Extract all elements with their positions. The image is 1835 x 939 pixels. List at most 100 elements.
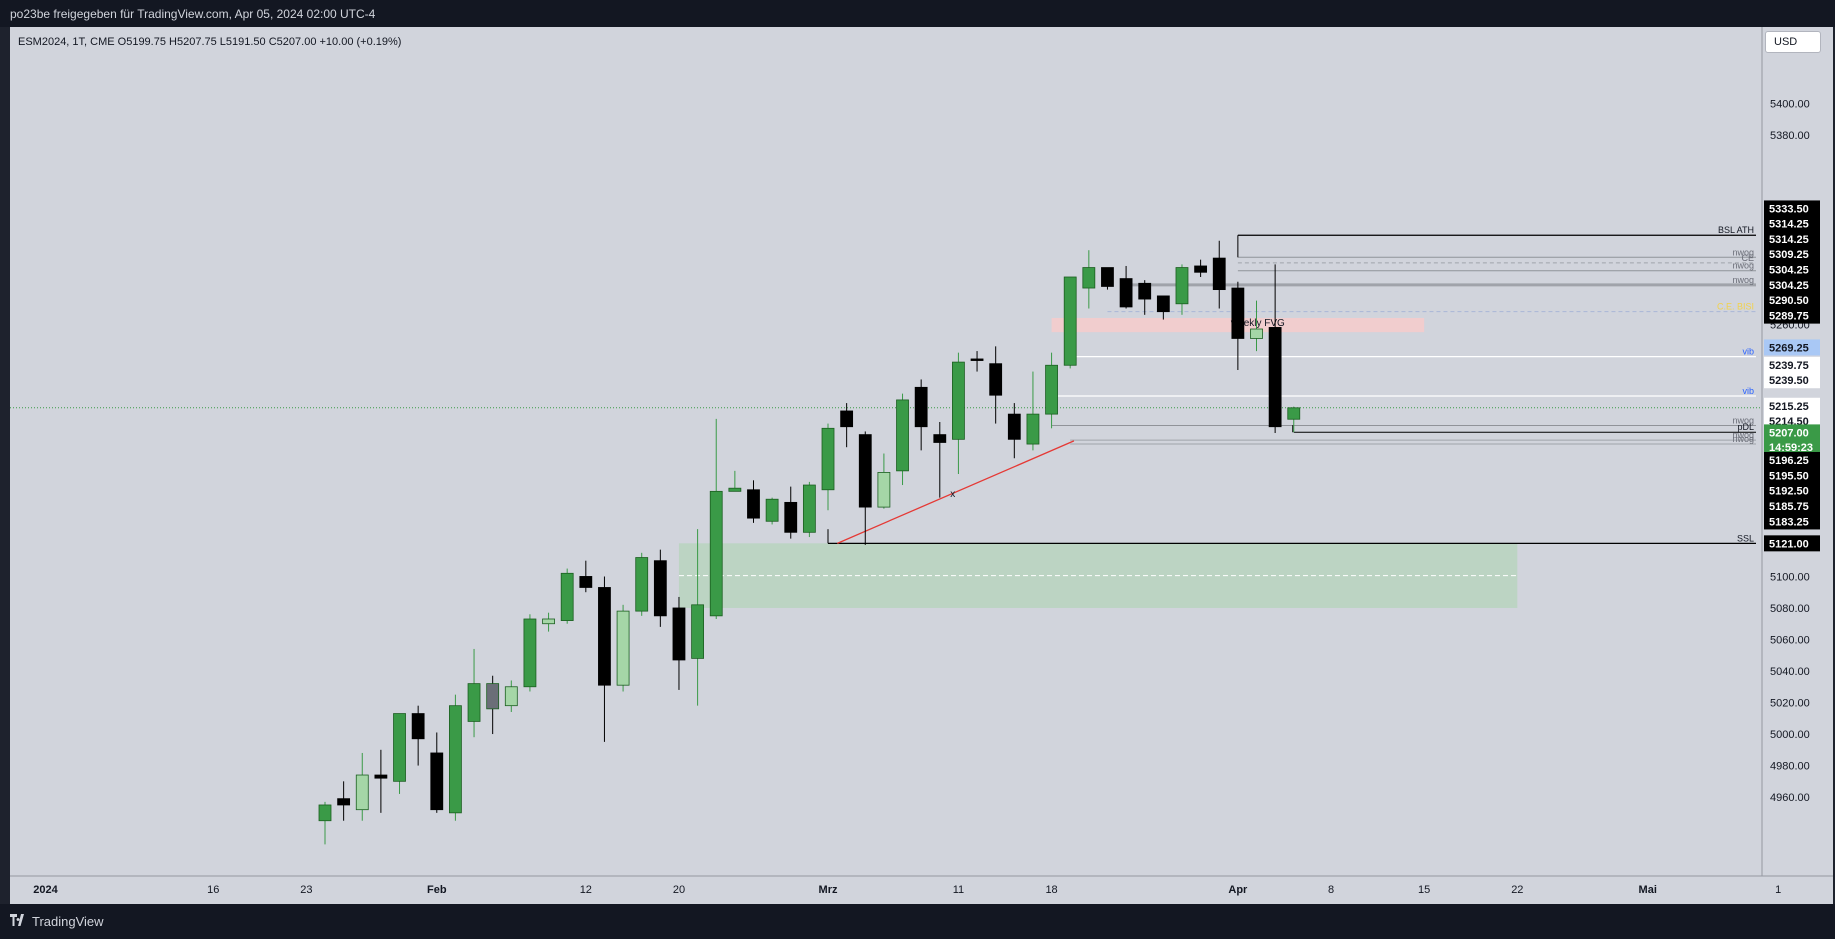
zone-label: weekly FVG <box>1230 318 1285 329</box>
candle <box>1119 265 1133 309</box>
candle-body <box>1063 276 1077 366</box>
candle <box>1063 276 1077 369</box>
candle-body <box>560 572 574 621</box>
x-tick-label: 20 <box>673 884 685 896</box>
price-badge: 5183.25 <box>1764 513 1820 530</box>
price-badge-bg <box>1764 482 1820 499</box>
price-badge-bg <box>1764 397 1820 414</box>
price-badge-bg <box>1764 276 1820 293</box>
tradingview-logo[interactable]: TradingView <box>10 914 104 929</box>
footer-bar: TradingView <box>0 904 1835 939</box>
candle-body <box>1101 267 1114 287</box>
candle-body <box>765 498 779 522</box>
legend-high: H5207.75 <box>166 36 217 48</box>
price-badge-text: 5290.50 <box>1769 295 1809 307</box>
level-label: nwog <box>1732 275 1754 285</box>
candle <box>598 576 611 742</box>
price-badge: 5239.50 <box>1764 372 1820 389</box>
candle <box>1026 371 1040 451</box>
x-tick-label: 16 <box>207 884 219 896</box>
x-tick-label: 12 <box>580 884 592 896</box>
candle <box>1175 264 1189 315</box>
candle-body <box>1156 295 1170 313</box>
price-badge-text: 5314.25 <box>1769 218 1809 230</box>
candle <box>1156 295 1170 320</box>
price-badge: 5185.75 <box>1764 498 1820 515</box>
candle-body <box>728 487 742 492</box>
candle-body <box>952 361 965 440</box>
price-badge: 5239.75 <box>1764 356 1820 373</box>
candle-body <box>1138 282 1152 300</box>
candle-body <box>1231 287 1245 339</box>
price-badge: 14:59:23 <box>1764 439 1820 456</box>
candle <box>1082 250 1096 309</box>
candle <box>486 675 500 735</box>
price-badge: 5333.50 <box>1764 200 1820 217</box>
price-badge: 5314.25 <box>1764 215 1820 232</box>
candle <box>840 403 854 448</box>
candle-body <box>318 804 332 822</box>
candle <box>411 705 425 766</box>
candle-body <box>374 774 388 779</box>
price-badge-text: 5309.25 <box>1769 249 1809 261</box>
level-label: vib <box>1742 347 1754 357</box>
candle <box>355 752 369 821</box>
candle-body <box>896 399 909 472</box>
candle-body <box>989 363 1003 396</box>
candle-body <box>877 472 891 508</box>
currency-selector[interactable]: USD <box>1765 31 1821 53</box>
level-label: BSL ATH <box>1718 225 1754 235</box>
level-label: CE <box>1741 253 1754 263</box>
x-tick-label: 22 <box>1511 884 1523 896</box>
price-badge-bg <box>1764 200 1820 217</box>
y-tick-label: 4960.00 <box>1770 792 1810 804</box>
price-badge-text: 5207.00 <box>1769 427 1809 439</box>
candle <box>765 497 779 525</box>
price-badge-bg <box>1764 424 1820 441</box>
candle-body <box>355 774 369 811</box>
candle <box>691 529 704 706</box>
price-badge-text: 5304.25 <box>1769 280 1809 292</box>
candle <box>784 486 798 539</box>
candle <box>1250 300 1263 352</box>
candle-body <box>709 490 723 617</box>
candle-body <box>486 683 500 710</box>
candle-body <box>840 410 854 428</box>
plot-background <box>10 27 1762 876</box>
price-badge: 5215.25 <box>1764 397 1820 414</box>
price-badge: 5304.25 <box>1764 276 1820 293</box>
price-badge-bg <box>1764 513 1820 530</box>
price-badge-text: 5192.50 <box>1769 486 1809 498</box>
legend-close: C5207.00 <box>266 36 317 48</box>
x-tick-label: Mrz <box>819 884 838 896</box>
level-label: C.E. BISI <box>1717 302 1754 312</box>
candle <box>579 560 593 593</box>
price-badge-text: 5215.25 <box>1769 401 1809 413</box>
level-label: nwog <box>1732 434 1754 444</box>
price-badge-bg <box>1764 339 1820 356</box>
price-badge-bg <box>1764 261 1820 278</box>
y-tick-label: 4980.00 <box>1770 761 1810 773</box>
candle-body <box>449 705 462 814</box>
candle-body <box>1268 327 1282 428</box>
candle <box>449 694 462 821</box>
candle <box>1268 264 1282 434</box>
candle-body <box>1194 265 1208 273</box>
legend-symbol: ESM2024, 1T, CME <box>18 36 115 48</box>
candle <box>653 549 667 627</box>
x-tick-label: Mai <box>1639 884 1657 896</box>
price-badge: 5195.50 <box>1764 467 1820 484</box>
level-label: nwog <box>1732 415 1754 425</box>
price-badge-bg <box>1764 439 1820 456</box>
candle <box>989 346 1003 424</box>
trendline <box>837 440 1075 544</box>
level-label: nwog <box>1732 430 1754 440</box>
y-tick-label: 5080.00 <box>1770 603 1810 615</box>
candle <box>1101 267 1114 290</box>
price-badge-bg <box>1764 215 1820 232</box>
candle-body <box>467 683 481 722</box>
candle <box>430 732 444 813</box>
price-badge: 5309.25 <box>1764 246 1820 263</box>
y-tick-label: 5380.00 <box>1770 130 1810 142</box>
